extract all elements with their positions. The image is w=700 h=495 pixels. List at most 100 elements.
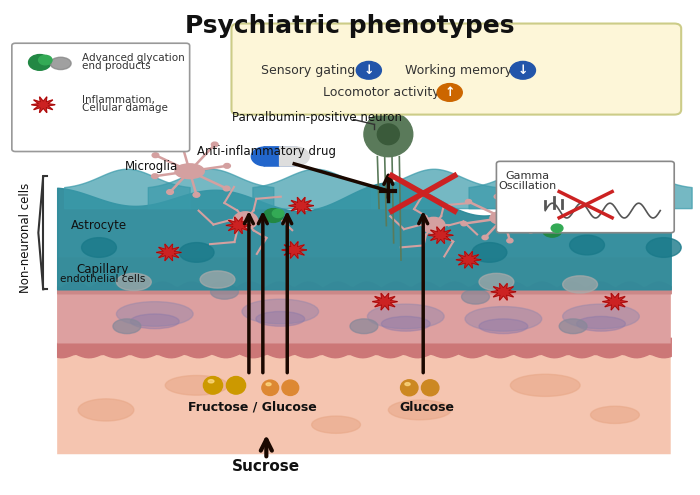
Ellipse shape	[389, 400, 451, 420]
Circle shape	[510, 61, 536, 79]
Text: Glucose: Glucose	[399, 401, 454, 414]
Circle shape	[551, 224, 563, 232]
Text: ↑: ↑	[444, 86, 455, 99]
FancyBboxPatch shape	[263, 146, 298, 167]
Circle shape	[522, 193, 528, 198]
Ellipse shape	[400, 380, 418, 396]
Ellipse shape	[377, 124, 399, 145]
Ellipse shape	[421, 380, 439, 396]
Circle shape	[438, 84, 462, 101]
Ellipse shape	[461, 290, 489, 304]
Circle shape	[152, 174, 158, 179]
Text: Sensory gating: Sensory gating	[261, 64, 356, 77]
Text: Astrocyte: Astrocyte	[71, 219, 127, 232]
Ellipse shape	[563, 304, 639, 329]
Circle shape	[38, 55, 52, 65]
Text: end products: end products	[82, 61, 150, 71]
Polygon shape	[156, 244, 181, 261]
Ellipse shape	[208, 380, 214, 383]
Ellipse shape	[242, 299, 318, 324]
Ellipse shape	[262, 380, 279, 396]
Polygon shape	[226, 217, 251, 234]
Text: Gamma: Gamma	[505, 171, 550, 181]
Ellipse shape	[256, 311, 304, 326]
Circle shape	[223, 186, 230, 191]
Circle shape	[507, 239, 513, 243]
Ellipse shape	[211, 285, 239, 299]
Text: Sucrose: Sucrose	[232, 459, 300, 474]
Ellipse shape	[510, 374, 580, 396]
Ellipse shape	[179, 243, 214, 262]
Text: Anti-inflammatory drug: Anti-inflammatory drug	[197, 145, 336, 158]
Circle shape	[167, 190, 174, 195]
Polygon shape	[251, 147, 265, 166]
Ellipse shape	[116, 273, 151, 291]
Circle shape	[494, 195, 500, 199]
Ellipse shape	[405, 383, 410, 386]
Polygon shape	[372, 293, 398, 310]
Circle shape	[356, 61, 382, 79]
Circle shape	[272, 209, 284, 218]
Text: Psychiatric phenotypes: Psychiatric phenotypes	[186, 14, 514, 38]
Ellipse shape	[130, 314, 179, 329]
Ellipse shape	[116, 301, 193, 326]
Text: Locomotor activity: Locomotor activity	[323, 86, 440, 99]
Text: Capillary: Capillary	[76, 263, 129, 276]
FancyBboxPatch shape	[279, 146, 298, 167]
Ellipse shape	[165, 376, 228, 395]
Ellipse shape	[266, 383, 271, 386]
Polygon shape	[281, 242, 307, 258]
Polygon shape	[456, 251, 481, 268]
Text: Inflammation,: Inflammation,	[82, 95, 155, 105]
Circle shape	[263, 208, 283, 222]
Ellipse shape	[382, 316, 430, 331]
Ellipse shape	[200, 271, 235, 288]
Circle shape	[537, 210, 543, 215]
Circle shape	[542, 223, 562, 237]
Ellipse shape	[175, 164, 204, 179]
Ellipse shape	[591, 406, 639, 423]
Ellipse shape	[312, 416, 360, 433]
Circle shape	[528, 229, 534, 233]
Text: Non-neuronal cells: Non-neuronal cells	[20, 183, 32, 293]
FancyBboxPatch shape	[12, 43, 190, 151]
FancyBboxPatch shape	[232, 24, 681, 115]
Circle shape	[152, 153, 159, 157]
Ellipse shape	[364, 112, 413, 157]
Ellipse shape	[559, 319, 587, 334]
Ellipse shape	[563, 276, 598, 293]
Ellipse shape	[465, 306, 542, 331]
Circle shape	[29, 54, 51, 70]
Circle shape	[466, 199, 472, 204]
Ellipse shape	[50, 57, 71, 70]
Ellipse shape	[78, 399, 134, 421]
Ellipse shape	[226, 377, 246, 394]
Ellipse shape	[368, 304, 444, 329]
Ellipse shape	[490, 211, 517, 225]
Circle shape	[233, 212, 258, 229]
Text: Cellular damage: Cellular damage	[82, 103, 167, 113]
Circle shape	[422, 217, 445, 233]
Ellipse shape	[479, 273, 514, 291]
Text: Oscillation: Oscillation	[498, 181, 557, 191]
Text: Fructose / Glucose: Fructose / Glucose	[188, 401, 317, 414]
Polygon shape	[32, 97, 55, 113]
Text: ↓: ↓	[363, 64, 374, 77]
Text: Advanced glycation: Advanced glycation	[82, 53, 184, 63]
Polygon shape	[288, 197, 314, 214]
Ellipse shape	[479, 319, 528, 334]
Ellipse shape	[646, 238, 681, 257]
Circle shape	[211, 142, 218, 147]
Ellipse shape	[282, 380, 299, 396]
Ellipse shape	[113, 319, 141, 334]
Ellipse shape	[204, 377, 223, 394]
Text: endothelial cells: endothelial cells	[60, 274, 145, 284]
Text: Working memory: Working memory	[405, 64, 512, 77]
Text: Parvalbumin-positive neuron: Parvalbumin-positive neuron	[232, 110, 402, 124]
Circle shape	[482, 235, 488, 240]
Ellipse shape	[570, 235, 605, 255]
FancyBboxPatch shape	[57, 257, 671, 454]
Ellipse shape	[350, 319, 378, 334]
Circle shape	[461, 221, 467, 226]
Ellipse shape	[472, 243, 507, 262]
